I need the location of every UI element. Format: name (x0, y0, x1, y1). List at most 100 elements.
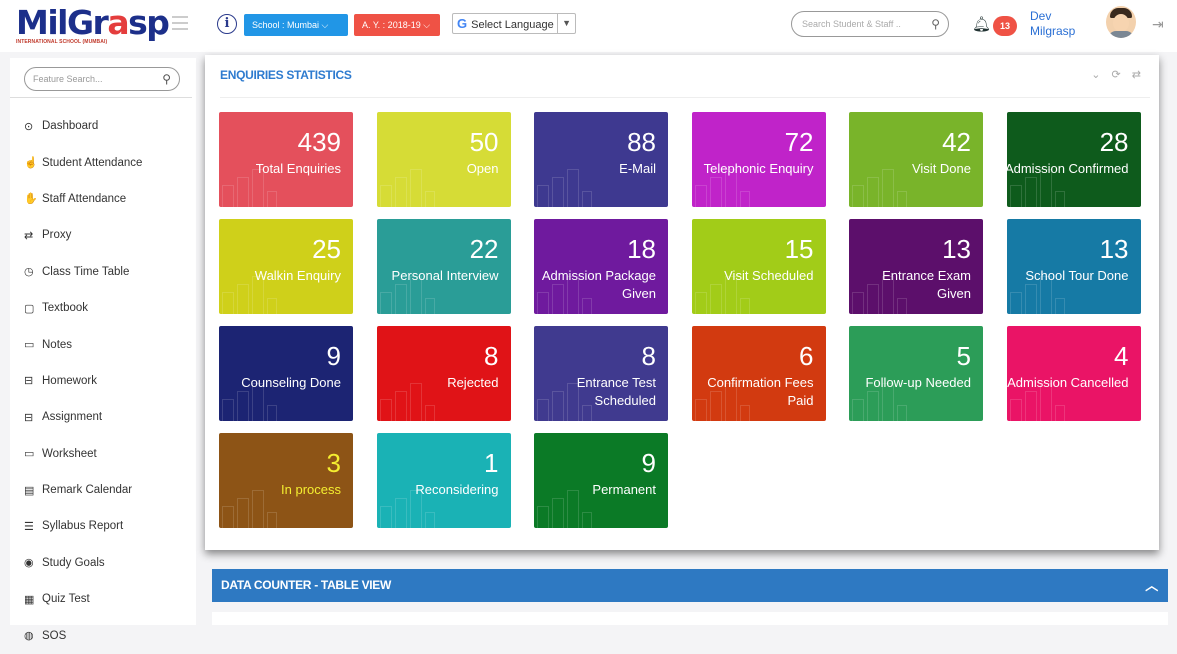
stat-count: 25 (312, 234, 341, 264)
bar-chart-icon (379, 157, 440, 207)
stat-card-visit-scheduled[interactable]: 15 Visit Scheduled (691, 219, 826, 314)
clock-icon: ◷ (24, 266, 34, 279)
avatar[interactable] (1106, 6, 1136, 38)
sidebar-item-staff-attendance[interactable]: ✋ Staff Attendance (24, 181, 142, 217)
hamburger-menu-icon[interactable] (172, 16, 188, 30)
sidebar-item-student-attendance[interactable]: ☝ Student Attendance (24, 144, 142, 180)
stat-card-visit-done[interactable]: 42 Visit Done (849, 112, 983, 207)
search-icon[interactable]: ⚲ (162, 72, 171, 86)
bar-chart-icon (852, 157, 912, 207)
search-icon[interactable]: ⚲ (931, 17, 940, 31)
stat-count: 72 (784, 127, 814, 157)
enquiries-statistics-panel: ENQUIRIES STATISTICS ⌄ ⟳ ⇄ 439 Total Enqu… (205, 55, 1159, 550)
stat-count: 13 (1099, 234, 1129, 264)
stat-card-in-process[interactable]: 3 In process (219, 433, 353, 528)
bar-chart-icon (222, 264, 282, 314)
stat-card-counseling-done[interactable]: 9 Counseling Done (219, 326, 353, 421)
stat-label: Permanent (592, 482, 656, 497)
bar-chart-icon (537, 371, 597, 421)
stat-count: 22 (469, 234, 499, 264)
stat-card-telephonic-enquiry[interactable]: 72 Telephonic Enquiry (691, 112, 826, 207)
sidebar-menu: ⊙ Dashboard ☝ Student Attendance ✋ Staff Atte… (24, 108, 142, 654)
sidebar: Feature Search... ⚲ ⊙ Dashboard ☝ Student At… (10, 58, 196, 642)
stat-count: 5 (956, 341, 971, 371)
stat-count: 42 (942, 127, 971, 157)
sidebar-item-label: Remark Calendar (42, 484, 133, 497)
stat-card-confirmation-fees-paid[interactable]: 6 Confirmation Fees Paid (691, 326, 826, 421)
stat-card-admission-cancelled[interactable]: 4 Admission Cancelled (1006, 326, 1141, 421)
sidebar-item-label: Quiz Test (42, 593, 90, 606)
sidebar-item-label: Proxy (42, 229, 72, 242)
sidebar-item-syllabus-report[interactable]: ☰ Syllabus Report (24, 508, 142, 544)
stat-card-entrance-exam-given[interactable]: 13 Entrance Exam Given (849, 219, 983, 314)
info-icon[interactable]: i (217, 14, 237, 34)
stat-card-admission-confirmed[interactable]: 28 Admission Confirmed (1006, 112, 1141, 207)
academic-year-selector[interactable]: A. Y. : 2018-19 ⌵ (354, 14, 440, 36)
sidebar-item-label: Syllabus Report (42, 520, 124, 533)
stat-label: School Tour Done (1025, 268, 1129, 283)
sidebar-item-label: Dashboard (42, 120, 99, 133)
stat-label: Confirmation Fees Paid (707, 375, 814, 408)
bar-chart-icon (1009, 264, 1070, 314)
stat-card-total-enquiries[interactable]: 439 Total Enquiries (219, 112, 353, 207)
bar-chart-icon (379, 371, 440, 421)
bar-chart-icon (222, 478, 282, 528)
stat-card-walkin-enquiry[interactable]: 25 Walkin Enquiry (219, 219, 353, 314)
sidebar-item-label: Worksheet (42, 447, 97, 460)
sidebar-item-sos[interactable]: ◍ SOS (24, 617, 142, 653)
sidebar-item-quiz-test[interactable]: ▦ Quiz Test (24, 581, 142, 617)
stat-label: Rejected (447, 375, 499, 390)
google-icon: G (457, 16, 468, 31)
stat-count: 6 (799, 341, 814, 371)
report-icon: ☰ (24, 520, 34, 533)
user-name[interactable]: Dev Milgrasp (1030, 9, 1076, 38)
worksheet-icon: ▭ (24, 448, 35, 461)
chevron-up-icon[interactable]: ︿ (1145, 578, 1158, 593)
logout-icon[interactable]: ⇥ (1152, 16, 1164, 32)
panel-tools[interactable]: ⌄ ⟳ ⇄ (1091, 69, 1145, 81)
data-counter-header[interactable]: DATA COUNTER - TABLE VIEW ︿ (212, 569, 1168, 602)
top-bar: MilGrasp INTERNATIONAL SCHOOL (MUMBAI) i… (0, 0, 1177, 52)
bar-chart-icon (694, 157, 755, 207)
sidebar-item-remark-calendar[interactable]: ▤ Remark Calendar (24, 472, 142, 508)
student-staff-search-input[interactable]: Search Student & Staff .. ⚲ (791, 11, 949, 37)
sidebar-item-dashboard[interactable]: ⊙ Dashboard (24, 108, 142, 144)
stat-card-e-mail[interactable]: 88 E-Mail (534, 112, 668, 207)
stat-label: Personal Interview (391, 268, 499, 283)
sidebar-item-assignment[interactable]: ⊟ Assignment (24, 399, 142, 435)
stat-card-open[interactable]: 50 Open (376, 112, 511, 207)
stat-count: 4 (1114, 341, 1129, 371)
feature-search-input[interactable]: Feature Search... ⚲ (24, 67, 180, 91)
milgrasp-logo[interactable]: MilGrasp INTERNATIONAL SCHOOL (MUMBAI) (16, 6, 170, 48)
bar-chart-icon (1009, 371, 1070, 421)
stat-card-rejected[interactable]: 8 Rejected (376, 326, 511, 421)
sidebar-item-proxy[interactable]: ⇄ Proxy (24, 217, 142, 253)
stat-count: 439 (297, 127, 341, 157)
stat-count: 13 (942, 234, 971, 264)
stat-card-personal-interview[interactable]: 22 Personal Interview (376, 219, 511, 314)
stat-card-follow-up-needed[interactable]: 5 Follow-up Needed (849, 326, 983, 421)
sidebar-item-study-goals[interactable]: ◉ Study Goals (24, 545, 142, 581)
stat-count: 50 (469, 127, 499, 157)
sidebar-item-notes[interactable]: ▭ Notes (24, 326, 142, 362)
stat-card-reconsidering[interactable]: 1 Reconsidering (376, 433, 511, 528)
notification-badge[interactable]: 13 (993, 16, 1017, 36)
language-select[interactable]: G Select Language ▼ (452, 13, 576, 34)
stat-count: 18 (627, 234, 656, 264)
stat-card-admission-package-given[interactable]: 18 Admission Package Given (534, 219, 668, 314)
sidebar-item-textbook[interactable]: ▢ Textbook (24, 290, 142, 326)
bar-chart-icon (379, 264, 440, 314)
stat-label: Total Enquiries (255, 161, 341, 176)
divider (220, 97, 1150, 98)
stat-count: 28 (1099, 127, 1129, 157)
sidebar-item-homework[interactable]: ⊟ Homework (24, 363, 142, 399)
stat-card-school-tour-done[interactable]: 13 School Tour Done (1006, 219, 1141, 314)
bar-chart-icon (1009, 157, 1070, 207)
sidebar-item-worksheet[interactable]: ▭ Worksheet (24, 436, 142, 472)
school-selector[interactable]: School : Mumbai ⌵ (244, 14, 348, 36)
bell-icon[interactable]: 🔔︎ (972, 16, 992, 33)
book-icon: ▢ (24, 302, 35, 315)
stat-card-entrance-test-scheduled[interactable]: 8 Entrance Test Scheduled (534, 326, 668, 421)
stat-card-permanent[interactable]: 9 Permanent (534, 433, 668, 528)
sidebar-item-class-time-table[interactable]: ◷ Class Time Table (24, 254, 142, 290)
